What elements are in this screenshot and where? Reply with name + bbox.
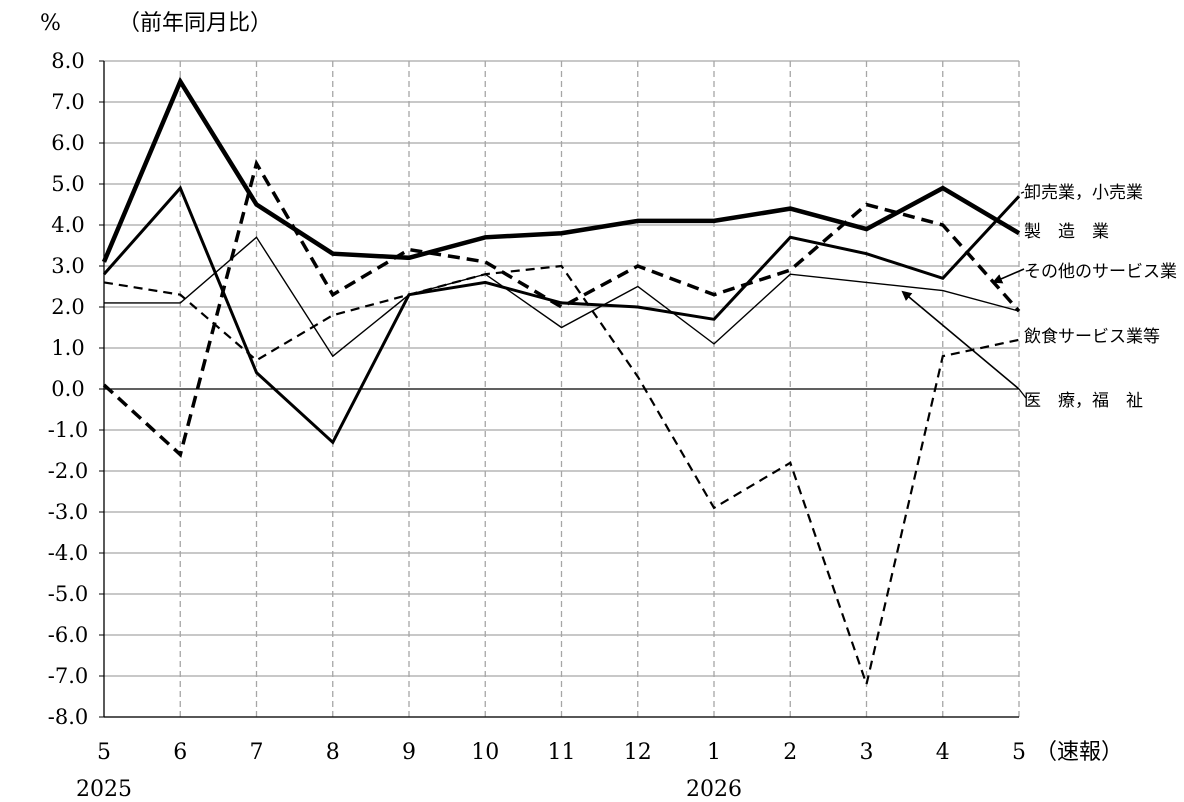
year-label: 2025 <box>76 777 132 802</box>
y-tick-label: 8.0 <box>51 49 84 73</box>
y-tick-label: 7.0 <box>51 90 84 114</box>
legend-label: 卸売業，小売業 <box>1024 183 1143 203</box>
y-tick-label: -7.0 <box>48 664 89 688</box>
y-tick-label: 3.0 <box>51 254 84 278</box>
series-line <box>102 158 1021 458</box>
x-tick-label: 9 <box>402 740 416 765</box>
chart-subtitle: （前年同月比） <box>118 11 272 36</box>
series-line <box>102 185 1021 445</box>
y-tick-label: 0.0 <box>51 377 84 401</box>
y-tick-label: -8.0 <box>48 705 89 729</box>
x-tick-label: 12 <box>624 740 652 765</box>
legend-pointer-line <box>1020 191 1025 194</box>
y-tick-label: -5.0 <box>48 582 89 606</box>
y-tick-label: -2.0 <box>48 459 89 483</box>
x-tick-label: 7 <box>250 740 264 765</box>
axes: 8.0 7.0 6.0 5.0 4.0 3.0 2.0 1.0 0.0 -1.0 -2.0 -3.0 -… <box>48 49 1123 802</box>
series-line <box>104 236 1020 358</box>
y-tick-label: 4.0 <box>51 213 84 237</box>
x-tick-label: 2 <box>783 740 797 765</box>
year-label: 2026 <box>686 777 742 802</box>
y-tick-label: 6.0 <box>51 131 84 155</box>
unit-label: % <box>40 11 61 36</box>
y-tick-label: 2.0 <box>51 295 84 319</box>
legend-label: 医 療，福 祉 <box>1024 391 1143 411</box>
x-tick-label: 3 <box>860 740 874 765</box>
legend-label: その他のサービス業 <box>1024 262 1177 282</box>
y-tick-label: -6.0 <box>48 623 89 647</box>
legend-label: 製 造 業 <box>1024 222 1109 242</box>
y-tick-label: 5.0 <box>51 172 84 196</box>
x-tick-label: 5 <box>97 740 111 765</box>
legend-label: 飲食サービス業等 <box>1024 327 1160 347</box>
x-suffix-label: （速報） <box>1035 740 1123 765</box>
x-tick-label: 10 <box>471 740 499 765</box>
y-tick-label: -3.0 <box>48 500 89 524</box>
series-arrow <box>901 290 1020 390</box>
series-lines <box>101 76 1021 689</box>
x-tick-label: 11 <box>548 740 576 765</box>
series-line <box>103 264 1020 689</box>
y-tick-label: -1.0 <box>48 418 89 442</box>
y-tick-label: 1.0 <box>51 336 84 360</box>
y-tick-label: -4.0 <box>48 541 89 565</box>
x-tick-label: 5 <box>1012 740 1026 765</box>
series-line <box>101 76 1021 263</box>
legend-pointer-arrow <box>992 268 1025 284</box>
x-tick-label: 8 <box>326 740 340 765</box>
x-tick-label: 6 <box>173 740 187 765</box>
x-tick-label: 4 <box>936 740 950 765</box>
x-tick-label: 1 <box>707 740 721 765</box>
legend-pointer-line <box>1018 388 1027 399</box>
